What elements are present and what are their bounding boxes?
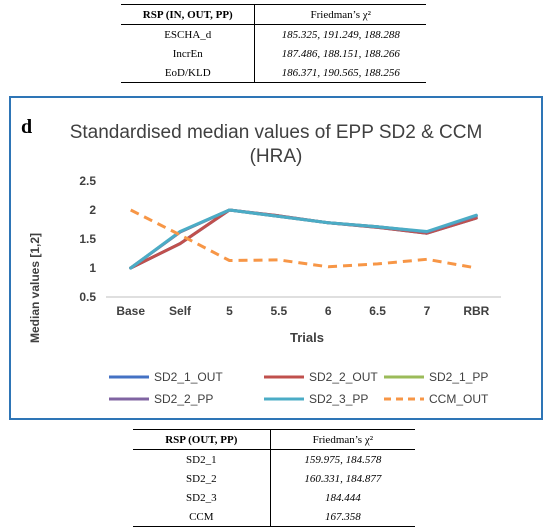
table-row: SD2_1 159.975, 184.578	[133, 449, 415, 469]
table-row: ESCHA_d 185.325, 191.249, 188.288	[121, 24, 426, 44]
x-tick-label: 5.5	[270, 304, 287, 318]
x-tick-label: 6	[325, 304, 332, 318]
legend-item: SD2_1_PP	[384, 370, 488, 384]
table-cell: 187.486, 188.151, 188.266	[281, 47, 400, 60]
y-tick-label: 1.5	[79, 232, 96, 246]
legend-label: SD2_1_PP	[429, 370, 488, 384]
legend-item: SD2_3_PP	[264, 392, 368, 406]
table-cell: CCM	[133, 507, 271, 527]
legend-label: SD2_3_PP	[309, 392, 368, 406]
table-cell: 160.331, 184.877	[304, 472, 382, 485]
friedman-table-top: RSP (IN, OUT, PP) Friedman’s χ² ESCHA_d …	[121, 4, 426, 83]
x-tick-label: Base	[116, 304, 145, 318]
x-tick-label: 6.5	[369, 304, 386, 318]
table-cell: 186.371, 190.565, 188.256	[254, 63, 426, 83]
y-tick-label: 2.5	[79, 174, 96, 188]
legend-item: SD2_2_OUT	[264, 370, 378, 384]
x-tick-label: Self	[169, 304, 192, 318]
axes: 0.5 1 1.5 2 2.5 Base Self 5 5.5 6 6.5 7 RBR	[79, 174, 501, 318]
table-cell: 159.975, 184.578	[304, 453, 382, 466]
table-header: RSP (IN, OUT, PP)	[121, 4, 256, 25]
table-header: Friedman’s χ²	[270, 429, 415, 450]
friedman-table-bottom: RSP (OUT, PP) Friedman’s χ² SD2_1 159.97…	[133, 429, 415, 527]
line-chart: Standardised median values of EPP SD2 & …	[28, 122, 501, 406]
table-row: IncrEn 187.486, 188.151, 188.266	[121, 44, 426, 63]
legend-label: CCM_OUT	[429, 392, 489, 406]
table-cell: SD2_2	[133, 469, 271, 488]
table-cell: 185.325, 191.249, 188.288	[281, 28, 400, 41]
y-tick-label: 0.5	[79, 290, 96, 304]
legend-label: SD2_2_OUT	[309, 370, 378, 384]
table-row: CCM 167.358	[133, 507, 415, 527]
table-cell: SD2_1	[133, 449, 271, 469]
table-header: RSP (OUT, PP)	[133, 429, 271, 450]
table-cell: SD2_3	[133, 488, 271, 507]
legend-item: CCM_OUT	[384, 392, 489, 406]
legend: SD2_1_OUT SD2_2_OUT SD2_1_PP SD2_2_PP SD2_3_…	[109, 370, 489, 406]
table-header: Friedman’s χ²	[254, 4, 426, 25]
x-tick-label: 5	[226, 304, 233, 318]
y-axis-label: Median values [1,2]	[28, 233, 42, 343]
x-tick-label: 7	[424, 304, 431, 318]
series-line-ccm-out	[130, 208, 477, 270]
legend-item: SD2_2_PP	[109, 392, 213, 406]
series-lines	[129, 208, 478, 270]
table-cell: EoD/KLD	[121, 63, 256, 83]
legend-label: SD2_1_OUT	[154, 370, 223, 384]
table-cell: 167.358	[270, 507, 415, 527]
legend-item: SD2_1_OUT	[109, 370, 223, 384]
table-cell: IncrEn	[121, 44, 256, 63]
chart-title-line-2: (HRA)	[250, 146, 303, 167]
legend-label: SD2_2_PP	[154, 392, 213, 406]
y-tick-label: 1	[89, 261, 96, 275]
y-tick-label: 2	[89, 203, 96, 217]
chart-title-line-1: Standardised median values of EPP SD2 & …	[70, 122, 483, 143]
table-row: SD2_3 184.444	[133, 488, 415, 507]
table-row: SD2_2 160.331, 184.877	[133, 469, 415, 488]
panel-letter: d	[21, 116, 33, 138]
table-row: EoD/KLD 186.371, 190.565, 188.256	[121, 63, 426, 83]
x-tick-label: RBR	[463, 304, 489, 318]
x-axis-label: Trials	[290, 330, 324, 345]
series-line-sd2-3-pp	[129, 208, 478, 270]
chart-panel: d Standardised median values of EPP SD2 …	[9, 96, 543, 420]
table-cell: 184.444	[324, 491, 361, 504]
table-cell: ESCHA_d	[121, 24, 256, 44]
